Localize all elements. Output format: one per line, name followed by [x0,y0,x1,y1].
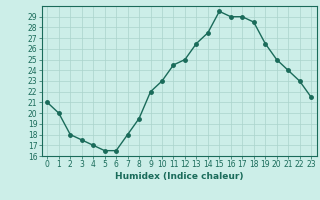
X-axis label: Humidex (Indice chaleur): Humidex (Indice chaleur) [115,172,244,181]
